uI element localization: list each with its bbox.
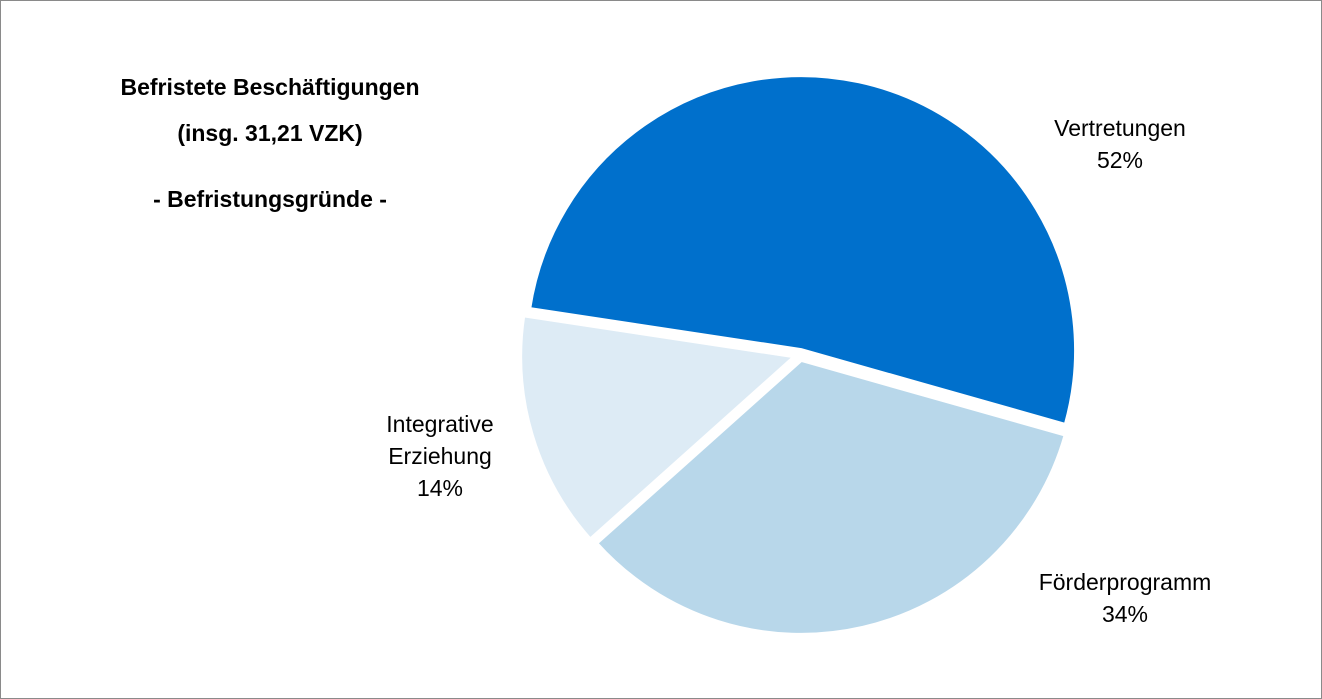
slice-label: Förderprogramm bbox=[1038, 569, 1212, 595]
slice-value-label: 14% bbox=[416, 475, 464, 501]
annotation: - Befristungsgründe - bbox=[153, 186, 387, 212]
slice-value-label: 52% bbox=[1096, 147, 1144, 173]
chart-subtitle: (insg. 31,21 VZK) bbox=[177, 120, 363, 146]
pie-slice bbox=[593, 357, 1069, 637]
slice-label: Vertretungen bbox=[1054, 115, 1186, 141]
pie-slice bbox=[518, 313, 800, 543]
slice-value-label: 34% bbox=[1101, 601, 1149, 627]
pie-slice bbox=[526, 73, 1078, 428]
chart-title: Befristete Beschäftigungen bbox=[120, 74, 420, 100]
slice-label: Integrative Erziehung bbox=[386, 411, 494, 469]
